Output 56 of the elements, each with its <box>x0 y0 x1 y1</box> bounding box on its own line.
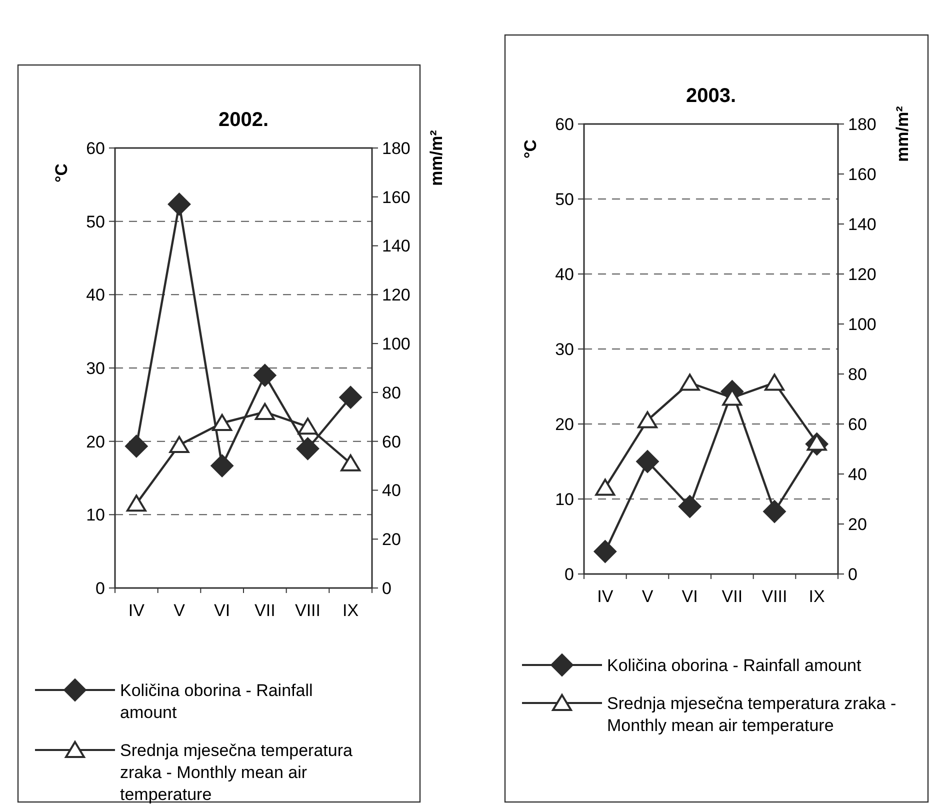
x-tick-label: VIII <box>762 587 788 606</box>
y-tick-label: 20 <box>86 432 105 452</box>
y2-tick-label: 0 <box>382 578 392 598</box>
x-tick-label: VI <box>682 587 698 606</box>
y2-axis-title: mm/m² <box>893 106 912 162</box>
y-tick-label: 0 <box>96 578 105 598</box>
x-tick-label: V <box>642 587 654 606</box>
legend-label: Srednja mjesečna temperatura zraka - Monthly mean air temperature <box>607 694 896 735</box>
y2-tick-label: 20 <box>382 530 401 550</box>
y2-axis-title: mm/m² <box>427 130 446 186</box>
x-tick-label: VIII <box>294 601 321 620</box>
y2-tick-label: 60 <box>382 432 401 452</box>
x-tick-label: V <box>174 601 186 620</box>
y-axis-title: °C <box>521 139 540 159</box>
y2-tick-label: 0 <box>848 564 858 584</box>
y2-tick-label: 120 <box>848 264 876 284</box>
chart-title: 2003. <box>686 85 736 107</box>
y-tick-label: 50 <box>555 190 574 209</box>
y2-tick-label: 180 <box>382 138 410 158</box>
y-axis-title: °C <box>52 163 71 183</box>
y2-tick-label: 100 <box>382 334 410 354</box>
y2-tick-label: 180 <box>848 114 876 134</box>
y2-tick-label: 60 <box>848 414 867 434</box>
y2-tick-label: 80 <box>382 383 401 402</box>
x-tick-label: IV <box>597 587 614 606</box>
y-tick-label: 0 <box>564 564 574 584</box>
y2-tick-label: 140 <box>382 236 410 256</box>
y2-tick-label: 40 <box>382 481 401 500</box>
y2-tick-label: 20 <box>848 514 867 534</box>
y2-tick-label: 40 <box>848 464 867 484</box>
y2-tick-label: 140 <box>848 214 876 234</box>
y2-tick-label: 80 <box>848 364 867 384</box>
y-tick-label: 50 <box>86 212 105 232</box>
x-tick-label: IX <box>808 587 825 606</box>
y2-tick-label: 160 <box>848 164 876 184</box>
y2-tick-label: 120 <box>382 286 410 305</box>
y-tick-label: 20 <box>555 414 574 434</box>
legend-label: Količina oborina - Rainfall amount <box>607 656 862 675</box>
y-tick-label: 30 <box>555 340 574 359</box>
y-tick-label: 10 <box>555 490 574 509</box>
y-tick-label: 40 <box>86 286 105 305</box>
x-tick-label: IX <box>342 601 359 620</box>
x-tick-label: VII <box>722 587 743 606</box>
x-tick-label: IV <box>128 601 146 620</box>
x-tick-label: VII <box>254 601 276 620</box>
y-tick-label: 10 <box>86 506 105 525</box>
y-tick-label: 60 <box>555 114 574 134</box>
y2-tick-label: 160 <box>382 188 410 207</box>
x-tick-label: VI <box>214 601 230 620</box>
legend-label: Količina oborina - Rainfall amount <box>120 680 313 722</box>
y-tick-label: 40 <box>555 264 574 284</box>
legend-label: Srednja mjesečna temperatura zraka - Monthly mean air temperature <box>120 740 353 804</box>
y-tick-label: 60 <box>86 138 105 158</box>
y2-tick-label: 100 <box>848 314 876 334</box>
y-tick-label: 30 <box>86 358 105 378</box>
chart-title: 2002. <box>218 109 269 131</box>
